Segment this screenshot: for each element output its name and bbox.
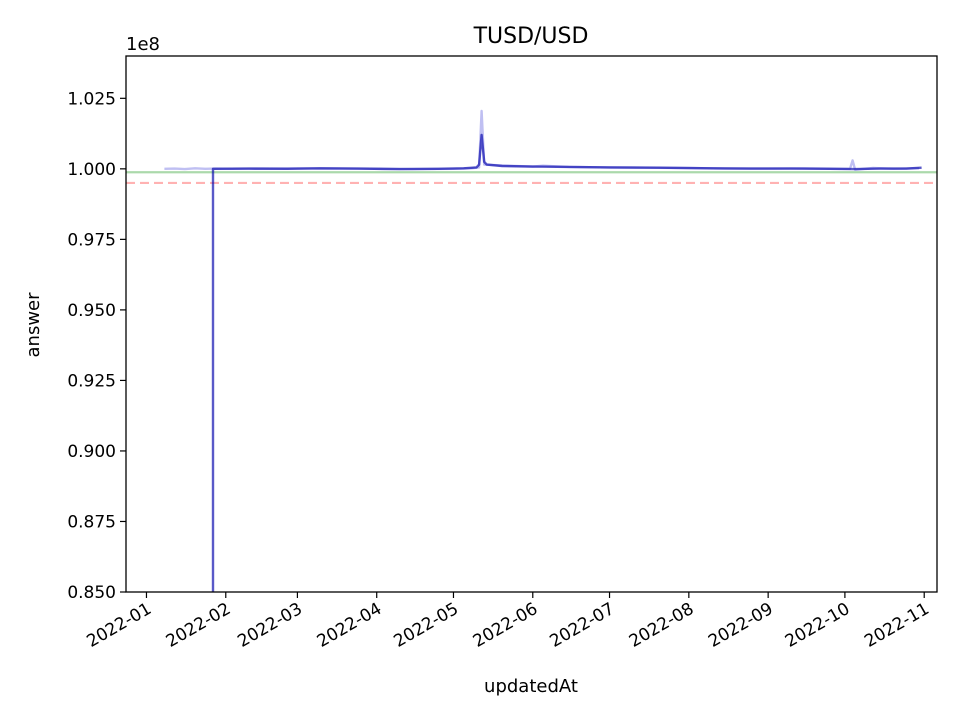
y-tick-label: 0.950	[67, 301, 116, 321]
chart-title: TUSD/USD	[473, 24, 589, 49]
x-axis-label: updatedAt	[484, 676, 578, 697]
series-line-2	[211, 133, 922, 592]
y-tick-label: 0.925	[67, 371, 116, 391]
axes-frame	[125, 55, 938, 593]
y-offset-label: 1e8	[126, 34, 160, 55]
y-tick-label: 0.900	[67, 442, 116, 462]
y-tick-label: 0.875	[67, 512, 116, 532]
y-tick-label: 1.025	[67, 89, 116, 109]
y-tick-label: 1.000	[67, 160, 116, 180]
plot-area	[126, 109, 937, 592]
y-tick-label: 0.850	[67, 583, 116, 603]
y-tick-label: 0.975	[67, 230, 116, 250]
y-axis: 0.850 0.875 0.900 0.925 0.950 0.975 1.000 1.025	[67, 89, 126, 603]
y-axis-label: answer	[23, 292, 44, 358]
